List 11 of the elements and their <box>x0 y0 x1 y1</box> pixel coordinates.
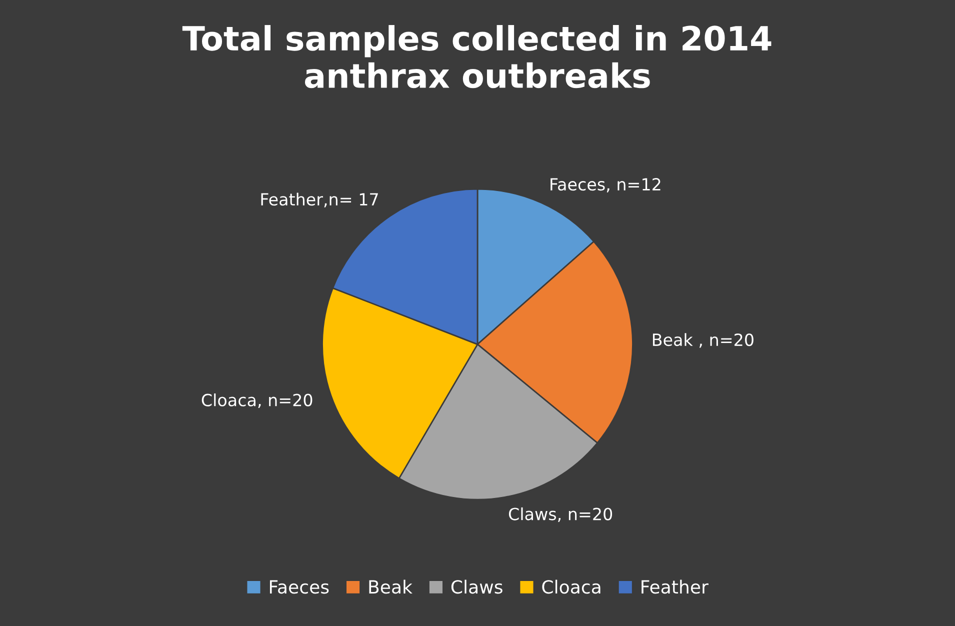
chart-title: Total samples collected in 2014 anthrax outbreaks <box>182 25 772 88</box>
data-label: Claws, n=20 <box>508 507 612 522</box>
legend-label: Faeces <box>270 580 329 594</box>
legend-label: Claws <box>451 580 502 594</box>
data-label: Feather,n= 17 <box>261 192 378 208</box>
legend-label: Feather <box>642 580 708 594</box>
data-label: Cloaca, n=20 <box>202 393 312 408</box>
legend-label: Cloaca <box>542 580 600 594</box>
data-label: Beak , n=20 <box>652 333 754 348</box>
legend-label: Beak <box>369 580 412 594</box>
data-label: Faeces, n=12 <box>550 178 660 192</box>
